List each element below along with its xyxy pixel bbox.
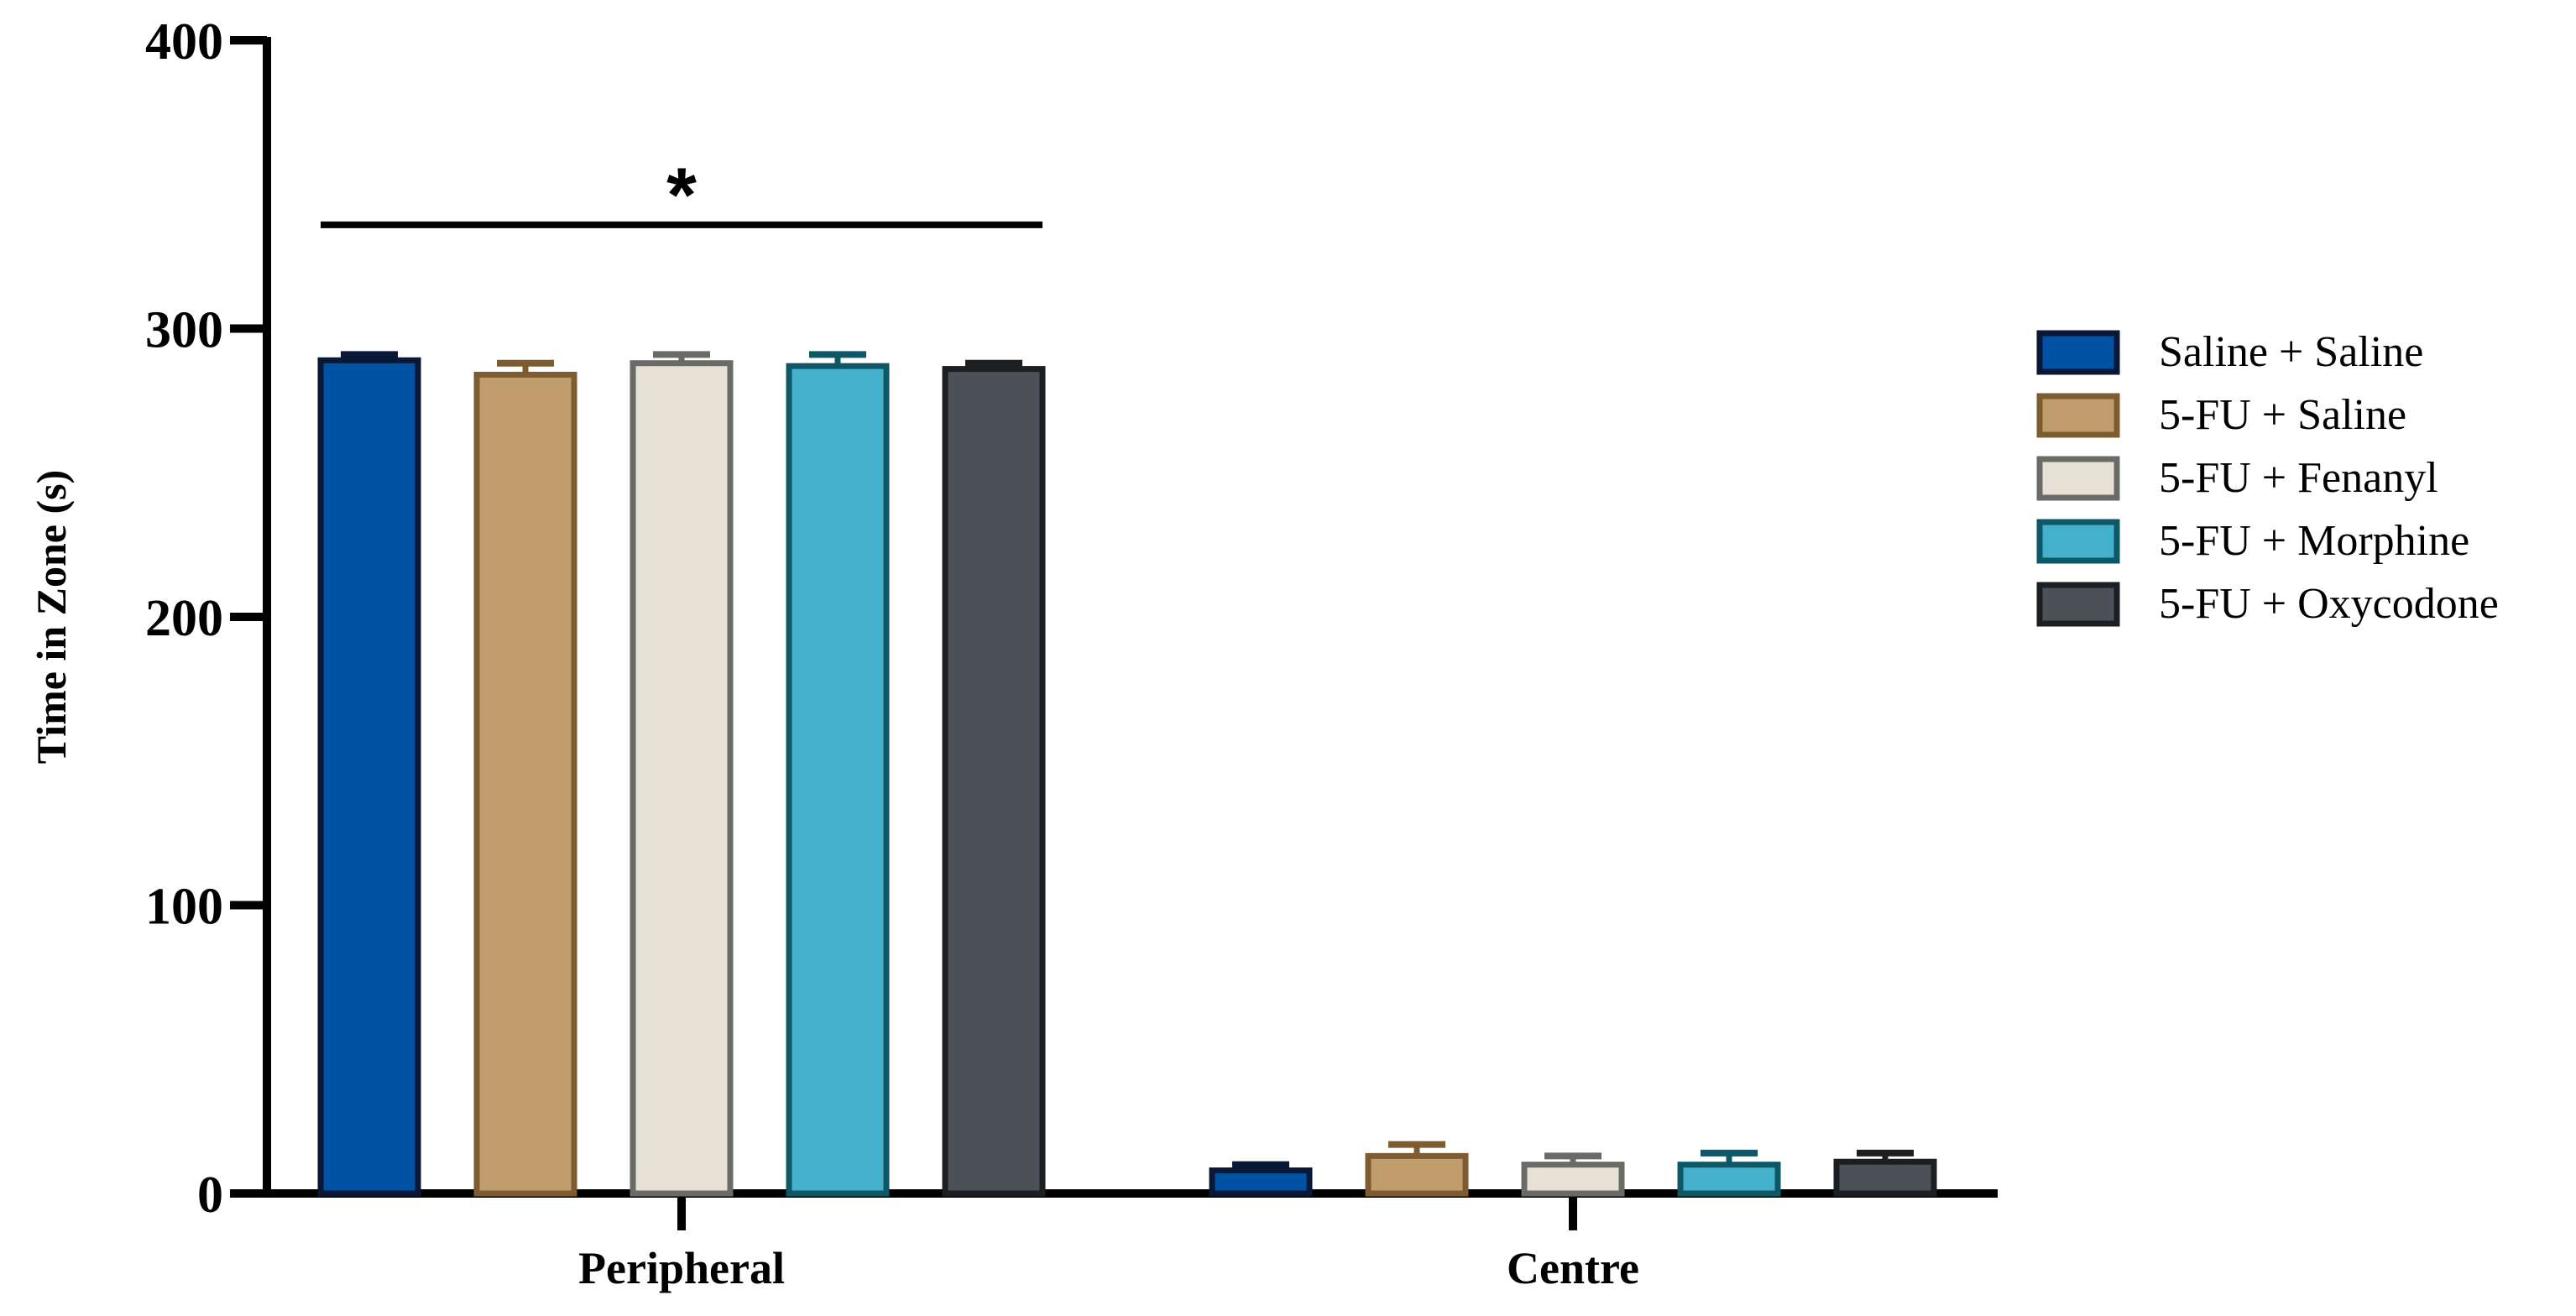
y-axis-title: Time in Zone (s): [28, 470, 75, 765]
significance-marker: *: [666, 153, 697, 238]
legend-swatch: [2036, 519, 2120, 564]
bar: [942, 366, 1046, 1197]
legend-swatch: [2036, 582, 2120, 627]
bar: [630, 360, 734, 1197]
x-category-label: Peripheral: [578, 1243, 785, 1293]
y-tick-label: 200: [145, 590, 223, 647]
bar: [1521, 1162, 1625, 1197]
bar: [473, 371, 577, 1197]
legend-swatch: [2036, 393, 2120, 438]
x-category-label: Centre: [1507, 1243, 1639, 1293]
legend-swatch: [2036, 330, 2120, 375]
bar: [317, 357, 421, 1197]
legend-swatch: [2036, 456, 2120, 501]
significance-annotation: *: [321, 153, 1042, 238]
bar: [1209, 1167, 1313, 1197]
legend: Saline + Saline 5-FU + Saline 5-FU + Fenan…: [2036, 328, 2499, 628]
y-tick-label: 100: [145, 879, 223, 936]
legend-label: 5-FU + Fenanyl: [2159, 454, 2438, 502]
y-tick-label: 0: [197, 1167, 223, 1224]
y-tick-label: 400: [145, 13, 223, 70]
legend-label: 5-FU + Oxycodone: [2159, 580, 2499, 628]
bar: [1677, 1162, 1781, 1197]
bars: [317, 351, 1937, 1197]
bar: [1833, 1158, 1937, 1197]
legend-label: Saline + Saline: [2159, 328, 2423, 376]
legend-label: 5-FU + Saline: [2159, 391, 2406, 439]
bar: [786, 363, 890, 1197]
axes: 0 100 200 300 400 Peripheral Centre: [145, 13, 1998, 1293]
y-tick-label: 300: [145, 302, 223, 359]
bar: [1365, 1152, 1469, 1197]
legend-label: 5-FU + Morphine: [2159, 517, 2469, 565]
